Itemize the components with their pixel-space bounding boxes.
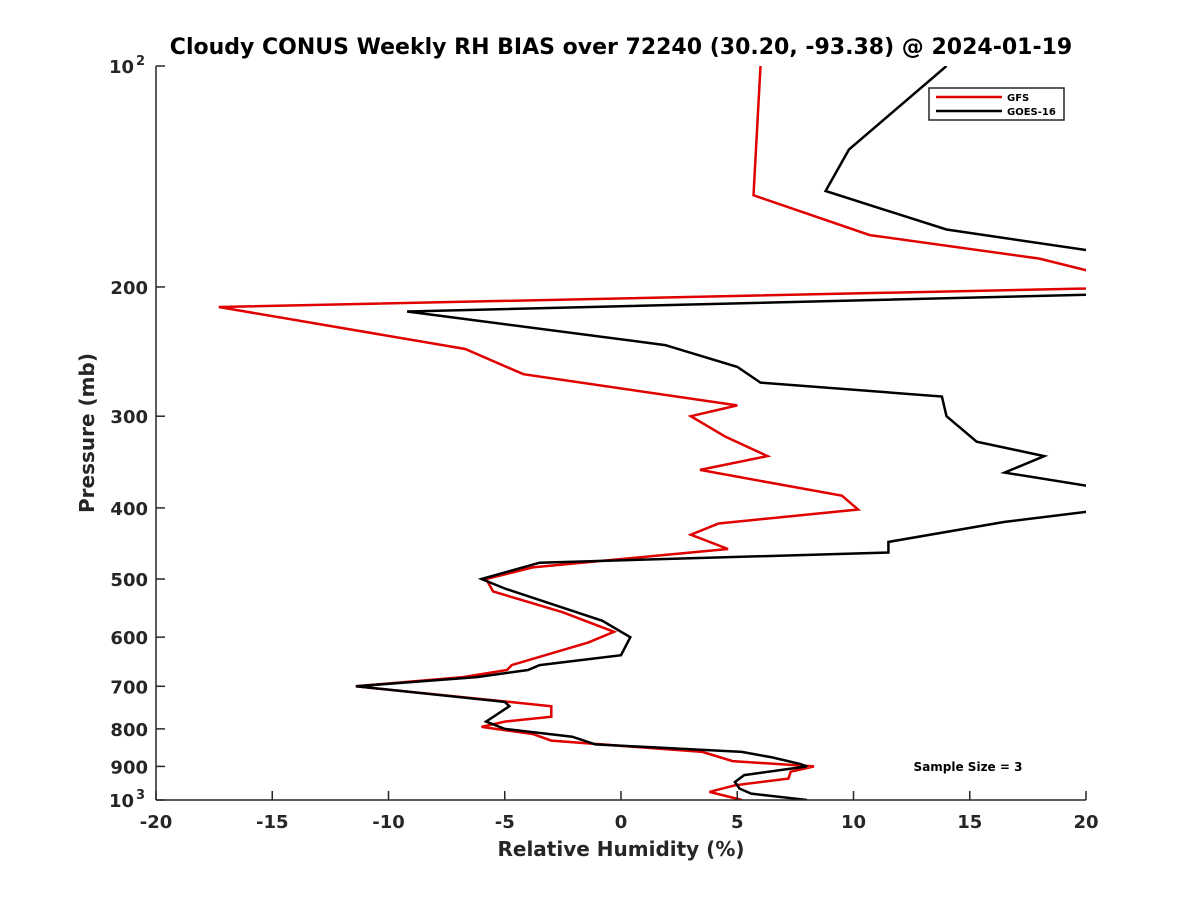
y-tick-label: 400 (110, 499, 148, 520)
y-tick-label: 200 (110, 278, 148, 299)
y-tick-label: 10 (109, 57, 134, 78)
y-tick-label-base: 700 (110, 677, 148, 698)
x-axis-title: Relative Humidity (%) (497, 837, 744, 861)
x-tick-label: 20 (1073, 812, 1098, 833)
x-tick-label: -5 (495, 812, 515, 833)
y-tick-label-base: 300 (110, 407, 148, 428)
x-tick-label: -20 (140, 812, 173, 833)
y-tick-label-base: 400 (110, 499, 148, 520)
x-tick-label: 15 (957, 812, 982, 833)
x-axis-ticks: -20 -15 -10 -5 0 5 10 15 20 (140, 791, 1099, 833)
x-tick-label: -15 (256, 812, 289, 833)
y-tick-label-base: 500 (110, 570, 148, 591)
y-tick-label: 300 (110, 407, 148, 428)
y-tick-label-base: 800 (110, 720, 148, 741)
y-tick-label-base: 10 (109, 57, 134, 78)
legend-label-goes16: GOES-16 (1007, 107, 1056, 118)
y-tick-label: 500 (110, 570, 148, 591)
y-tick-exponent: 2 (136, 54, 145, 69)
series-line-goes16 (355, 66, 1086, 800)
y-tick-label-base: 600 (110, 628, 148, 649)
y-tick-label: 700 (110, 677, 148, 698)
y-tick-label: 800 (110, 720, 148, 741)
sample-size-annotation: Sample Size = 3 (914, 760, 1023, 774)
y-tick-label: 600 (110, 628, 148, 649)
y-tick-label-base: 900 (110, 757, 148, 778)
y-tick-label: 10 (109, 791, 134, 812)
legend: GFS GOES-16 (928, 87, 1065, 121)
plot-area (156, 66, 1086, 800)
y-axis-title: Pressure (mb) (75, 353, 99, 513)
y-tick-exponent: 3 (136, 788, 145, 803)
legend-box (928, 87, 1065, 121)
x-tick-label: 5 (731, 812, 744, 833)
chart-title: Cloudy CONUS Weekly RH BIAS over 72240 (… (170, 35, 1072, 60)
y-tick-label: 900 (110, 757, 148, 778)
x-tick-label: 0 (615, 812, 628, 833)
series-group (218, 66, 1086, 800)
legend-label-gfs: GFS (1007, 93, 1029, 104)
series-line-gfs (218, 66, 1086, 800)
x-tick-label: -10 (372, 812, 405, 833)
y-tick-label-base: 10 (109, 791, 134, 812)
y-tick-label-base: 200 (110, 278, 148, 299)
x-tick-label: 10 (841, 812, 866, 833)
